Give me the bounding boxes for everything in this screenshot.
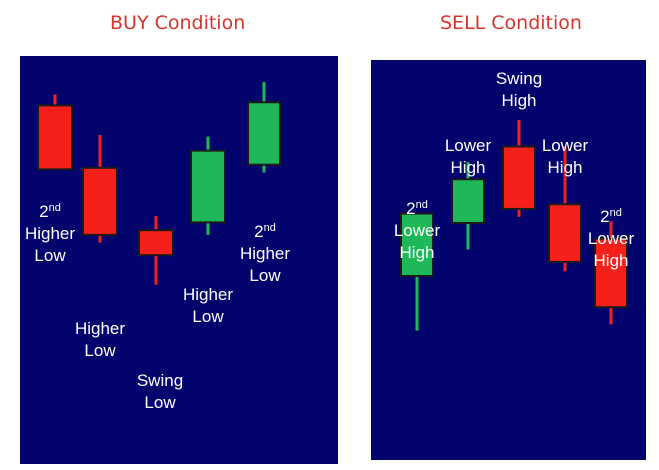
label-text: Lower [541, 136, 589, 155]
label-line: 2nd [588, 206, 634, 228]
buy-chart-panel: 2nd Higher Low Higher Low Swing Low Higher Low 2n… [20, 56, 338, 464]
sell-candle-5-label: 2nd Lower High [588, 206, 634, 272]
buy-candle-1-label: 2nd Higher Low [25, 201, 75, 267]
label-text: Lower [444, 136, 492, 155]
label-line: High [394, 242, 440, 264]
sell-candlestick-svg [371, 60, 646, 460]
label-line: Higher [75, 318, 125, 340]
buy-condition-title: BUY Condition [110, 12, 246, 34]
label-text: Low [192, 307, 224, 326]
label-text: Low [34, 246, 66, 265]
label-text: Higher [24, 224, 76, 243]
label-ordinal-suffix: nd [415, 199, 428, 211]
buy-candle-5-body [247, 101, 281, 166]
sell-candle-2-label: Lower High [445, 135, 491, 179]
buy-candle-3-body [138, 229, 174, 257]
label-line: High [588, 250, 634, 272]
label-text: Higher [74, 319, 126, 338]
sell-candle-1-body [400, 212, 434, 278]
label-line: Low [240, 265, 290, 287]
buy-candlestick-svg [20, 56, 338, 464]
label-line: Higher [183, 284, 233, 306]
label-line: 2nd [240, 221, 290, 243]
buy-candle-3-label: Swing Low [137, 370, 183, 414]
label-text: Low [84, 341, 116, 360]
sell-candle-3-label: Swing High [496, 68, 542, 112]
label-line: Higher [240, 243, 290, 265]
label-line: Lower [394, 220, 440, 242]
label-line: 2nd [394, 198, 440, 220]
label-line: Lower [542, 135, 588, 157]
sell-candle-2-body [451, 178, 485, 224]
label-ordinal-suffix: nd [609, 207, 622, 219]
label-line: Lower [445, 135, 491, 157]
label-text: High [399, 243, 435, 262]
sell-candle-1-label: 2nd Lower High [394, 198, 440, 264]
label-line: Swing [137, 370, 183, 392]
label-text: Low [144, 393, 176, 412]
buy-candle-4-label: Higher Low [183, 284, 233, 328]
sell-candle-5-body [594, 237, 628, 309]
label-text: High [547, 158, 583, 177]
label-line: Low [25, 245, 75, 267]
label-text: Lower [587, 229, 635, 248]
sell-condition-title: SELL Condition [440, 12, 582, 34]
sell-chart-panel: 2nd Lower High Lower High Swing High Lower High 2… [371, 60, 646, 460]
label-text: Low [249, 266, 281, 285]
label-text: 2 [600, 207, 610, 226]
label-line: High [542, 157, 588, 179]
buy-candle-5-label: 2nd Higher Low [240, 221, 290, 287]
label-ordinal-suffix: nd [48, 202, 61, 214]
buy-candle-4-body [190, 149, 226, 224]
label-line: Low [183, 306, 233, 328]
buy-candle-2-body [82, 166, 118, 236]
label-line: 2nd [25, 201, 75, 223]
sell-candle-4-body [548, 203, 582, 263]
label-line: High [445, 157, 491, 179]
label-text: 2 [254, 222, 264, 241]
label-text: Swing [495, 69, 543, 88]
label-line: Low [137, 392, 183, 414]
label-text: Higher [239, 244, 291, 263]
label-text: Higher [182, 285, 234, 304]
sell-candle-3-body [502, 145, 536, 210]
label-line: Low [75, 340, 125, 362]
label-ordinal-suffix: nd [263, 222, 276, 234]
label-text: High [501, 91, 537, 110]
sell-candle-4-label: Lower High [542, 135, 588, 179]
label-text: 2 [39, 202, 49, 221]
label-text: High [450, 158, 486, 177]
label-text: 2 [406, 199, 416, 218]
label-line: Lower [588, 228, 634, 250]
label-line: Higher [25, 223, 75, 245]
label-text: Swing [136, 371, 184, 390]
label-line: Swing [496, 68, 542, 90]
buy-candle-2-label: Higher Low [75, 318, 125, 362]
label-line: High [496, 90, 542, 112]
buy-candle-1-body [37, 104, 73, 171]
label-text: Lower [393, 221, 441, 240]
label-text: High [593, 251, 629, 270]
